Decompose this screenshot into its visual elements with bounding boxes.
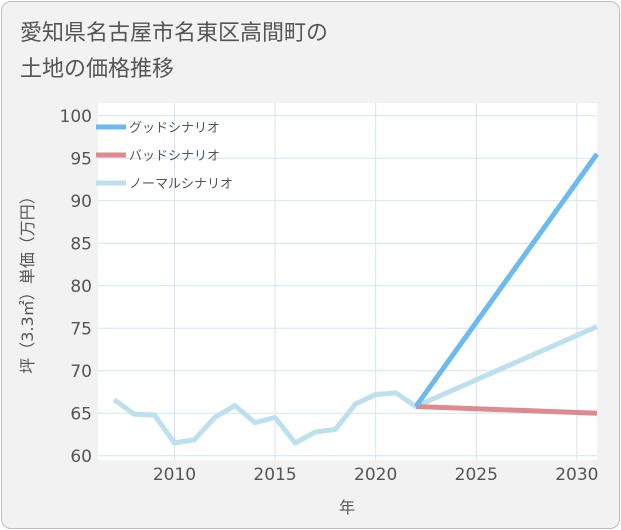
series-lines [112, 152, 600, 446]
chart-title: 愛知県名古屋市名東区高間町の 土地の価格推移 [20, 16, 328, 88]
y-tick-label: 75 [70, 319, 92, 339]
good-scenario-line [413, 152, 600, 408]
y-tick-label: 70 [70, 362, 92, 382]
y-tick-label: 95 [70, 149, 92, 169]
legend-item[interactable]: ノーマルシナリオ [96, 177, 233, 192]
grid [98, 103, 597, 460]
x-tick-label: 2030 [555, 465, 598, 485]
y-tick-label: 100 [60, 107, 92, 127]
y-tick-label: 80 [70, 277, 92, 297]
bad-scenario-line [415, 403, 598, 416]
y-tick-label: 90 [70, 192, 92, 212]
y-tick-label: 85 [70, 234, 92, 254]
y-tick-label: 60 [70, 447, 92, 467]
plot-area [98, 103, 597, 460]
chart-title-line-1: 愛知県名古屋市名東区高間町の [20, 21, 329, 46]
chart-title-line-2: 土地の価格推移 [20, 57, 175, 82]
legend-item[interactable]: グッドシナリオ [96, 121, 220, 136]
legend-item[interactable]: バッドシナリオ [96, 149, 220, 164]
x-axis-label: 年 [339, 498, 355, 517]
x-axis-ticks: 2010 2015 2020 2025 2030 [153, 465, 599, 485]
x-tick-label: 2020 [354, 465, 397, 485]
y-tick-label: 65 [70, 404, 92, 424]
x-tick-label: 2025 [455, 465, 498, 485]
x-tick-label: 2015 [253, 465, 296, 485]
y-axis-ticks: 60 65 70 75 80 85 90 95 100 [60, 107, 92, 467]
legend-label: バッドシナリオ [129, 149, 220, 164]
y-axis-label: 坪（3.3㎡）単価（万円） [18, 188, 37, 373]
legend-label: グッドシナリオ [129, 121, 220, 136]
x-tick-label: 2010 [153, 465, 196, 485]
normal-scenario-line [112, 324, 599, 446]
legend-label: ノーマルシナリオ [129, 177, 233, 192]
